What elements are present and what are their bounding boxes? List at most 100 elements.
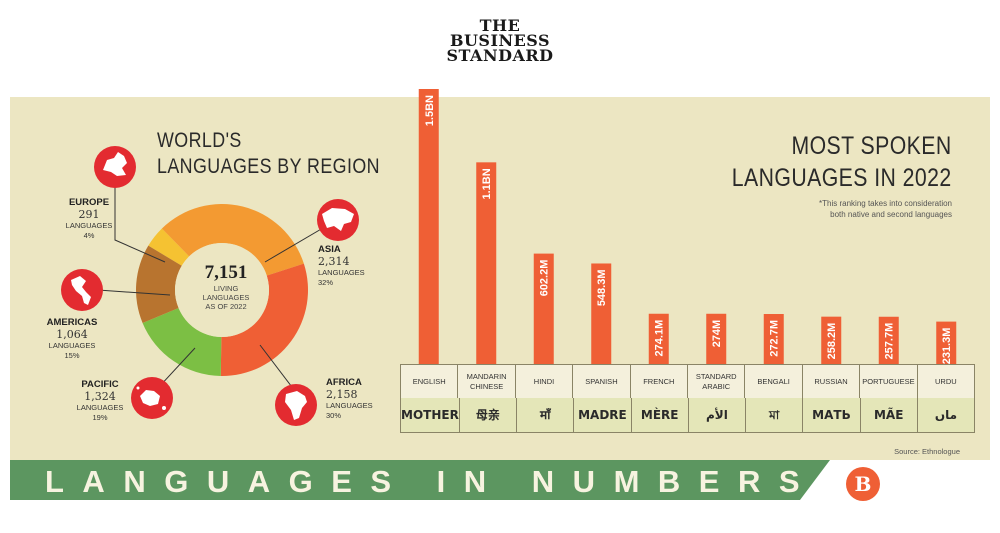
pacific-map-icon <box>131 377 173 419</box>
americas-pct: 15% <box>64 351 80 360</box>
europe-name: EUROPE <box>68 197 110 208</box>
language-name-row: ENGLISH MANDARIN CHINESE HINDI SPANISH FRENC… <box>400 364 976 399</box>
africa-name: AFRICA <box>326 377 362 388</box>
banner-title: LANGUAGES IN NUMBERS <box>45 464 819 499</box>
masthead-line-1: THE <box>479 16 521 35</box>
language-name-french: FRENCH <box>629 365 687 399</box>
region-chart-title: WORLD'S LANGUAGES BY REGION <box>157 128 380 180</box>
bar-english <box>418 89 439 364</box>
spoken-title-line-1: MOST SPOKEN <box>791 132 952 160</box>
africa-label: AFRICA 2,158 LANGUAGES 30% <box>326 378 386 421</box>
bar-russian <box>821 316 842 364</box>
asia-name: ASIA <box>318 244 341 255</box>
bar-value-label: 548.3M <box>596 269 608 306</box>
bar-bengali <box>763 314 784 364</box>
logo-badge: B <box>846 467 880 501</box>
africa-pct: 30% <box>326 411 342 420</box>
bars: 1.5BN 1.1BN 602.2M 548.3M 274.1M 274M 272.7M 25… <box>418 89 957 365</box>
pacific-label: PACIFIC 1,324 LANGUAGES 19% <box>70 380 130 423</box>
mother-word: MOTHER <box>400 398 459 432</box>
language-name-russian: RUSSIAN <box>801 365 859 399</box>
center-text-1: LIVING <box>213 284 239 293</box>
asia-pct: 32% <box>318 278 334 287</box>
donut-slice-pacific <box>142 308 222 376</box>
asia-label: ASIA 2,314 LANGUAGES 32% <box>318 245 378 288</box>
mother-word: ماں <box>916 398 976 432</box>
mother-word: মা <box>745 398 802 432</box>
bar-value-label: 274.1M <box>654 320 666 357</box>
masthead-line-2: BUSINESS <box>449 31 551 50</box>
bar-french <box>648 313 669 364</box>
americas-label: AMERICAS 1,064 LANGUAGES 15% <box>42 318 102 361</box>
americas-count: 1,064 <box>56 328 88 341</box>
donut-slice-asia <box>161 204 304 276</box>
bar-value-label: 231.3M <box>941 328 953 365</box>
americas-map-icon <box>61 269 103 311</box>
americas-leader <box>97 289 171 296</box>
bar-mandarin-chinese <box>476 162 497 364</box>
pacific-count: 1,324 <box>84 390 116 403</box>
mother-word: MADRE <box>573 398 630 432</box>
masthead-line-3: STANDARD <box>446 46 554 65</box>
bar-spanish <box>591 263 612 364</box>
mother-word: MÃE <box>859 398 917 432</box>
center-text-2: LANGUAGES <box>202 293 250 302</box>
bar-value-label: 602.2M <box>539 260 551 297</box>
bar-value-label: 1.1BN <box>481 168 493 199</box>
language-name-bengali: BENGALI <box>744 365 801 399</box>
africa-unit: LANGUAGES <box>326 401 373 410</box>
bar-value-label: 274M <box>711 320 723 348</box>
bar-value-label: 257.7M <box>884 323 896 360</box>
europe-leader <box>114 185 166 263</box>
language-name-hindi: HINDI <box>514 365 572 399</box>
europe-pct: 4% <box>83 231 95 240</box>
americas-unit: LANGUAGES <box>48 341 96 350</box>
bar-urdu <box>936 321 957 364</box>
bar-hindi <box>533 253 554 364</box>
donut-hole <box>175 243 269 337</box>
mother-word: الأم <box>687 398 745 432</box>
masthead-logo: THE BUSINESS STANDARD <box>0 16 1000 65</box>
mother-word: 母亲 <box>458 398 516 432</box>
ranking-note: *This ranking takes into consideration b… <box>819 199 952 219</box>
donut-slice-africa <box>220 263 308 376</box>
donut-slice-europe <box>148 228 190 266</box>
bar-portuguese <box>878 316 899 364</box>
mother-word: MÈRE <box>630 398 688 432</box>
center-text-3: AS OF 2022 <box>205 302 247 311</box>
donut-slices <box>136 204 308 376</box>
mother-word: МАТЬ <box>802 398 859 432</box>
africa-count: 2,158 <box>326 388 358 401</box>
africa-map-icon <box>275 384 317 426</box>
asia-count: 2,314 <box>318 255 350 268</box>
mother-word-row: MOTHER 母亲 माँ MADRE MÈRE الأم মা МАТЬ MÃE ماں <box>400 398 976 433</box>
americas-name: AMERICAS <box>46 317 98 328</box>
europe-count: 291 <box>78 208 100 221</box>
asia-map-icon <box>317 199 359 241</box>
spoken-title-line-2: LANGUAGES IN 2022 <box>732 164 952 192</box>
pacific-unit: LANGUAGES <box>76 403 124 412</box>
region-title-line-2: LANGUAGES BY REGION <box>157 155 381 178</box>
bar-value-label: 1.5BN <box>424 95 436 126</box>
bar-standard-arabic <box>706 313 727 364</box>
logo-letter: B <box>855 472 872 496</box>
language-name-spanish: SPANISH <box>572 365 629 399</box>
bar-value-label: 272.7M <box>769 320 781 357</box>
spoken-chart-title: MOST SPOKEN LANGUAGES IN 2022 <box>732 130 952 194</box>
mother-word: माँ <box>516 398 573 432</box>
pacific-name: PACIFIC <box>81 379 119 390</box>
bar-value-label: 258.2M <box>826 323 838 360</box>
asia-unit: LANGUAGES <box>318 268 365 277</box>
region-title-line-1: WORLD'S <box>157 129 242 152</box>
banner-bar <box>10 460 830 500</box>
donut-slice-americas <box>136 245 182 323</box>
pacific-pct: 19% <box>92 413 108 422</box>
language-name-mandarin-chinese: MANDARIN CHINESE <box>457 365 514 399</box>
europe-unit: LANGUAGES <box>65 221 113 230</box>
europe-map-icon <box>94 146 136 188</box>
language-name-portuguese: PORTUGUESE <box>859 365 916 399</box>
total-languages: 7,151 <box>204 262 248 283</box>
source-note: Source: Ethnologue <box>894 447 960 456</box>
